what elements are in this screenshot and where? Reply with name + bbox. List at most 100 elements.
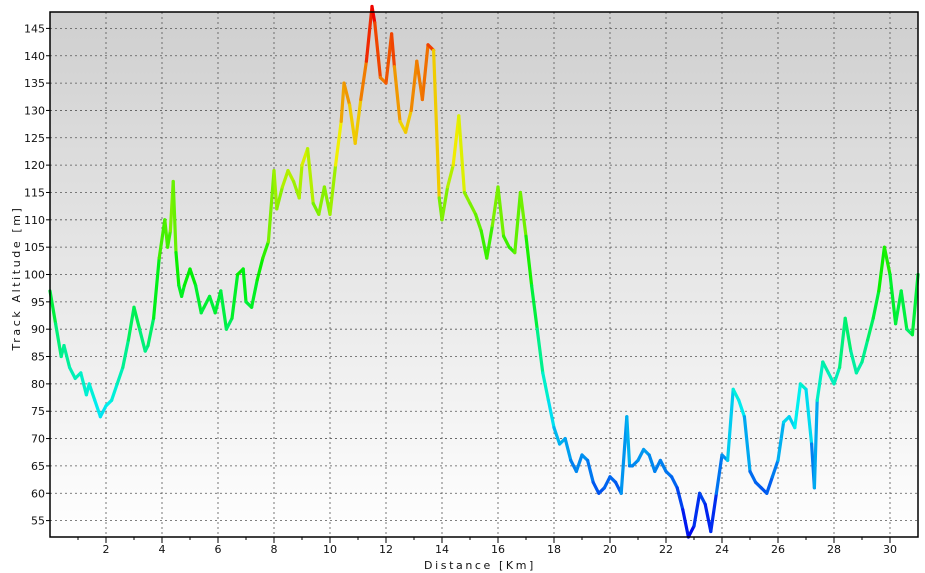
altitude-segment — [865, 316, 875, 342]
altitude-segment — [518, 190, 528, 238]
altitude-segment — [182, 267, 192, 287]
altitude-segment — [53, 322, 63, 359]
altitude-segment — [490, 185, 500, 227]
x-tick-label: 12 — [379, 543, 393, 556]
altitude-segment — [812, 398, 819, 490]
altitude-segment — [737, 398, 747, 419]
y-tick-label: 95 — [31, 296, 45, 309]
altitude-segment — [793, 382, 803, 430]
altitude-segment — [591, 480, 601, 495]
x-tick-label: 28 — [827, 543, 841, 556]
x-tick-label: 14 — [435, 543, 449, 556]
altitude-segment — [404, 108, 413, 134]
altitude-segment — [146, 316, 156, 348]
altitude-segment — [468, 201, 478, 216]
altitude-segment — [317, 185, 326, 216]
altitude-segment — [485, 223, 494, 260]
altitude-segment — [725, 387, 735, 462]
altitude-segment — [171, 179, 178, 255]
x-tick-label: 20 — [603, 543, 617, 556]
altitude-segment — [619, 415, 629, 495]
altitude-segment — [877, 245, 887, 293]
altitude-segment — [280, 169, 290, 189]
y-axis-title: Track Altitude [m] — [10, 206, 23, 352]
altitude-segment — [731, 387, 741, 402]
altitude-segment — [552, 426, 562, 446]
x-tick-label: 24 — [715, 543, 729, 556]
altitude-segment — [748, 469, 758, 484]
altitude-segment — [479, 229, 489, 260]
altitude-segment — [636, 447, 646, 462]
y-tick-label: 105 — [24, 241, 45, 254]
altitude-segment — [138, 327, 147, 353]
altitude-segment — [625, 415, 632, 468]
y-tick-label: 135 — [24, 77, 45, 90]
y-tick-label: 65 — [31, 460, 45, 473]
altitude-segment — [675, 486, 685, 512]
altitude-segment — [893, 289, 903, 326]
altitude-segment — [496, 185, 506, 238]
altitude-segment — [502, 234, 511, 249]
altitude-segment — [765, 475, 775, 495]
altitude-segment — [681, 508, 691, 539]
altitude-segment — [334, 119, 343, 167]
altitude-line — [48, 4, 920, 539]
altitude-segment — [420, 43, 430, 102]
altitude-segment — [62, 344, 72, 370]
altitude-segment — [854, 360, 864, 375]
altitude-segment — [770, 458, 780, 479]
altitude-segment — [574, 453, 584, 473]
y-tick-label: 145 — [24, 22, 45, 35]
altitude-segment — [541, 371, 551, 402]
altitude-segment — [409, 59, 419, 113]
altitude-segment — [255, 256, 265, 282]
altitude-segment — [166, 229, 172, 249]
altitude-segment — [440, 185, 450, 222]
altitude-segment — [275, 185, 284, 211]
altitude-segment — [742, 415, 752, 473]
altitude-segment — [647, 453, 657, 473]
altitude-segment — [241, 267, 248, 304]
x-tick-label: 26 — [771, 543, 785, 556]
altitude-segment — [513, 190, 523, 255]
altitude-segment — [188, 267, 198, 287]
y-tick-label: 120 — [24, 159, 45, 172]
altitude-segment — [860, 338, 870, 364]
altitude-segment — [370, 4, 377, 25]
altitude-segment — [132, 305, 142, 331]
altitude-segment — [98, 404, 108, 419]
y-tick-label: 110 — [24, 214, 45, 227]
altitude-segment — [602, 475, 612, 490]
x-tick-label: 16 — [491, 543, 505, 556]
altitude-segment — [804, 387, 814, 446]
altitude-segment — [286, 169, 296, 184]
altitude-segment — [67, 365, 77, 380]
altitude-segment — [535, 327, 545, 375]
altitude-segment — [306, 147, 315, 205]
altitude-segment — [524, 234, 534, 287]
altitude-segment — [194, 283, 203, 315]
altitude-segment — [348, 103, 357, 145]
altitude-segment — [152, 256, 161, 320]
altitude-segment — [474, 212, 483, 233]
x-tick-label: 6 — [215, 543, 222, 556]
altitude-segment — [297, 163, 304, 200]
altitude-segment — [849, 349, 859, 375]
altitude-segment — [686, 524, 696, 539]
altitude-segment — [546, 398, 556, 430]
altitude-segment — [392, 65, 402, 124]
altitude-segment — [373, 21, 382, 80]
y-tick-label: 70 — [31, 433, 45, 446]
altitude-segment — [266, 169, 276, 244]
y-tick-label: 80 — [31, 378, 45, 391]
y-tick-label: 125 — [24, 132, 45, 145]
altitude-segment — [432, 48, 441, 200]
altitude-segment — [888, 272, 898, 326]
altitude-segment — [79, 371, 89, 397]
altitude-segment — [126, 305, 136, 342]
altitude-segment — [899, 289, 909, 331]
plot-background — [50, 12, 918, 537]
altitude-segment — [709, 491, 719, 534]
altitude-segment — [815, 360, 825, 402]
